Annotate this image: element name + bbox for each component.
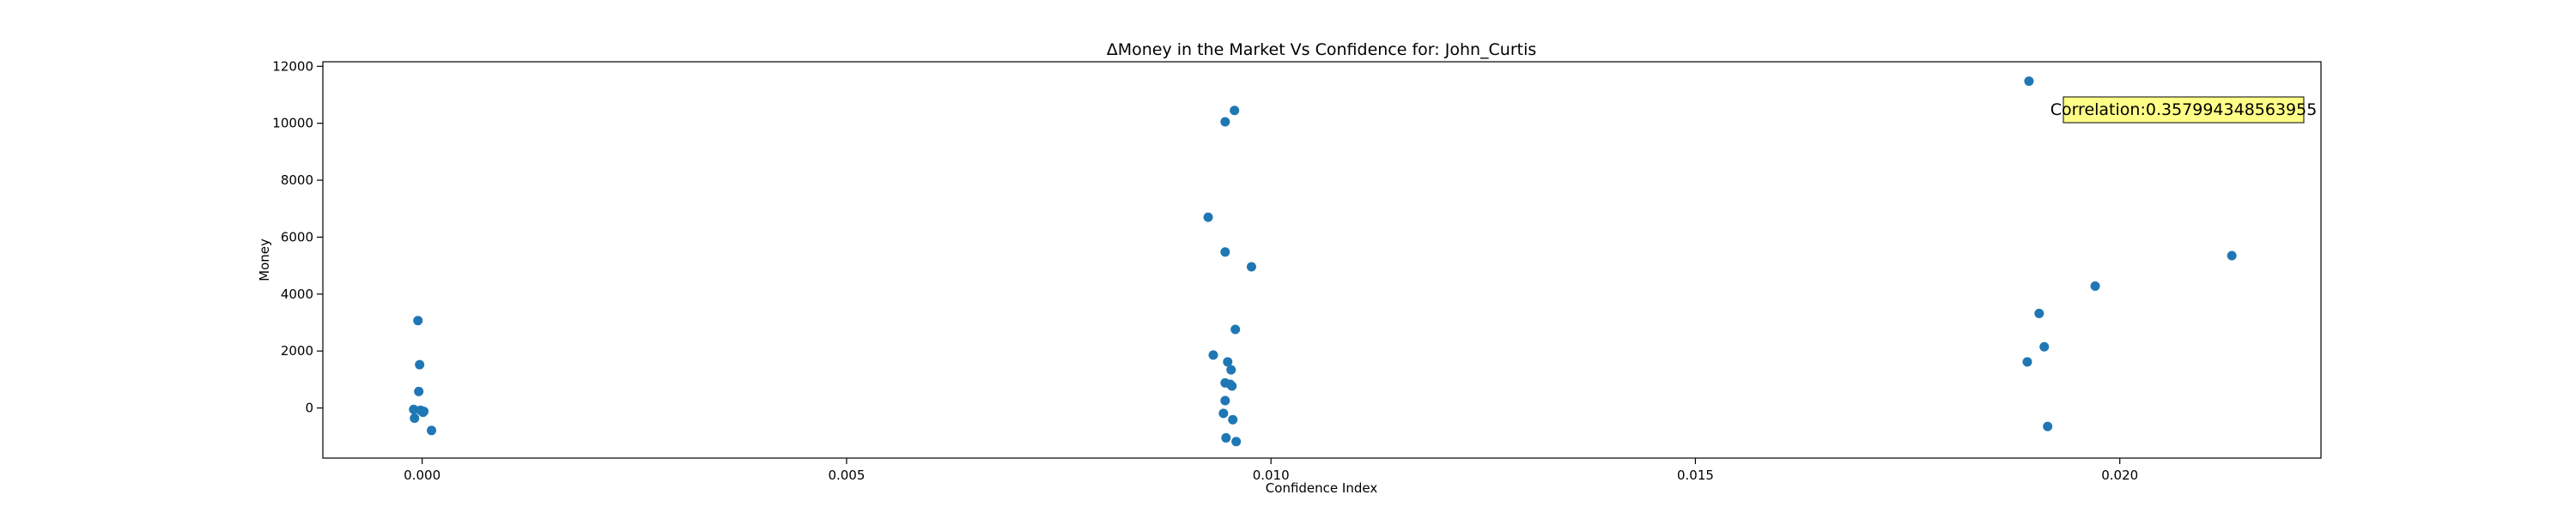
- y-tick-label: 12000: [272, 58, 313, 74]
- correlation-text: Correlation:0.357994348563955: [2050, 100, 2318, 119]
- x-axis-label: Confidence Index: [1266, 480, 1378, 496]
- scatter-point: [415, 359, 425, 370]
- scatter-point: [427, 425, 437, 436]
- correlation-box: [2063, 96, 2305, 124]
- scatter-point: [1246, 262, 1256, 272]
- y-tick-label: 6000: [281, 229, 313, 244]
- x-tick-label: 0.005: [828, 468, 865, 483]
- scatter-point: [1220, 117, 1230, 127]
- y-axis-label: Money: [257, 238, 272, 281]
- scatter-point: [2034, 308, 2044, 318]
- scatter-point: [2024, 76, 2034, 87]
- scatter-points: [409, 76, 2237, 447]
- scatter-point: [1220, 395, 1230, 406]
- chart-title: ΔMoney in the Market Vs Confidence for: …: [1107, 40, 1537, 59]
- scatter-point: [1208, 350, 1218, 360]
- scatter-point: [2043, 421, 2053, 431]
- scatter-point: [1218, 408, 1229, 419]
- scatter-point: [2022, 357, 2032, 367]
- scatter-point: [1227, 381, 1237, 391]
- y-tick-label: 2000: [281, 343, 313, 359]
- scatter-point: [1226, 365, 1236, 375]
- scatter-point: [410, 413, 420, 424]
- correlation-annotation: Correlation:0.357994348563955: [2050, 96, 2318, 124]
- y-tick-label: 10000: [272, 116, 313, 131]
- scatter-point: [1221, 432, 1231, 443]
- x-tick-label: 0.000: [404, 468, 440, 483]
- y-tick-label: 8000: [281, 172, 313, 188]
- scatter-point: [1220, 247, 1230, 257]
- scatter-point: [419, 407, 429, 417]
- x-tick-label: 0.015: [1677, 468, 1714, 483]
- y-axis-ticks: 0 2000 4000 6000 8000 10000 12000: [272, 58, 323, 416]
- scatter-point: [1203, 212, 1213, 222]
- scatter-point: [1223, 357, 1233, 367]
- scatter-point: [1230, 106, 1240, 116]
- scatter-point: [2090, 281, 2100, 292]
- x-tick-label: 0.010: [1253, 468, 1290, 483]
- y-tick-label: 4000: [281, 287, 313, 302]
- scatter-point: [414, 386, 424, 396]
- scatter-point: [1231, 437, 1242, 447]
- scatter-point: [1230, 324, 1241, 335]
- x-tick-label: 0.020: [2101, 468, 2138, 483]
- scatter-point: [1228, 414, 1238, 425]
- scatter-point: [2227, 250, 2237, 261]
- plot-frame: [322, 61, 2322, 459]
- scatter-point: [2039, 341, 2050, 352]
- scatter-point: [413, 316, 423, 326]
- y-tick-label: 0: [305, 401, 313, 416]
- x-axis-ticks: 0.000 0.005 0.010 0.015 0.020: [404, 458, 2138, 483]
